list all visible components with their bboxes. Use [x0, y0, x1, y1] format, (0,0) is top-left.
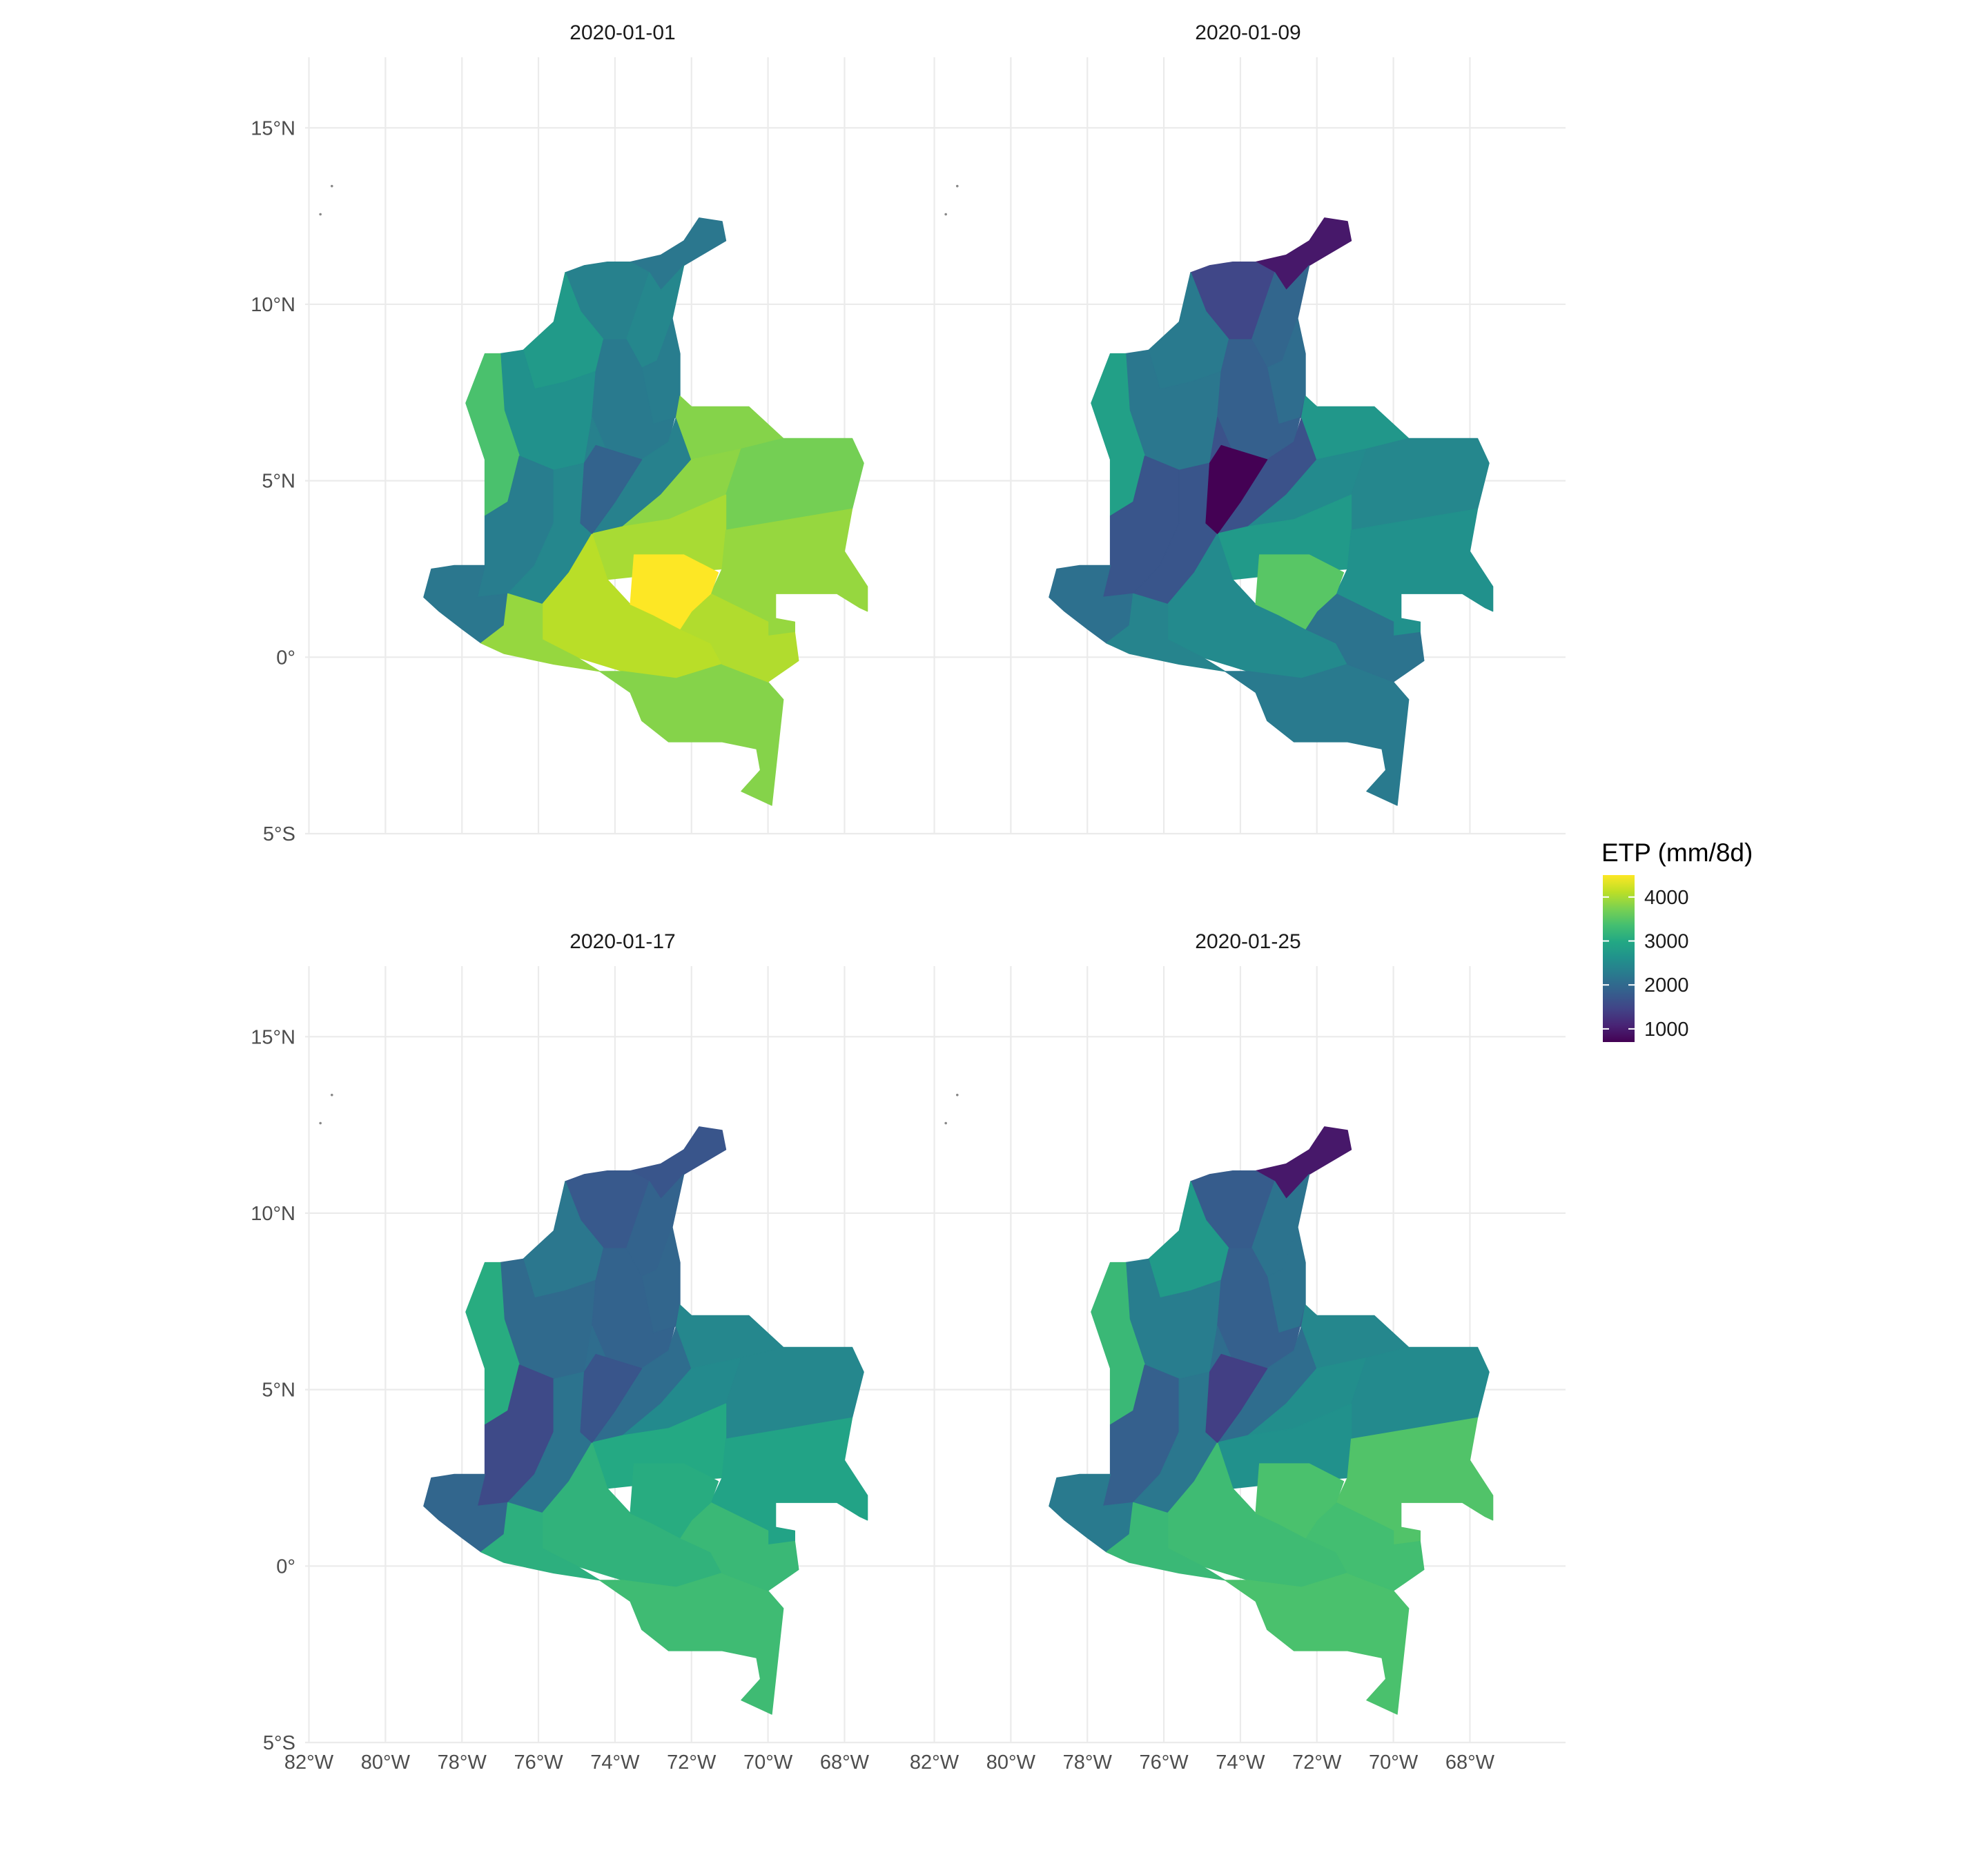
y-axis-labels: 15°N 10°N 5°N 0° 5°S 15°N 10°N 5°N 0° 5°S [251, 117, 295, 1754]
region-amazonas [1225, 663, 1410, 806]
colombia-map [423, 1126, 868, 1715]
island-dot [319, 213, 322, 216]
y-tick-label: 5°N [262, 1380, 295, 1402]
x-tick-label: 70°W [1369, 1751, 1419, 1774]
y-tick-label: 5°S [263, 823, 295, 845]
region-santander [592, 339, 681, 471]
map-panels: 2020-01-01 2020-01-09 2020-01-17 2020-01-25 [305, 21, 1566, 1744]
map-panel: 2020-01-09 [930, 21, 1566, 835]
y-tick-label: 15°N [251, 117, 295, 139]
x-tick-label: 72°W [667, 1751, 717, 1774]
legend-title: ETP (mm/8d) [1601, 838, 1753, 867]
panel-title: 2020-01-25 [1195, 930, 1300, 953]
island-dot [955, 1093, 959, 1097]
region-guaviare [630, 554, 719, 629]
colombia-map [1049, 217, 1494, 806]
legend-tick-label: 2000 [1644, 974, 1689, 997]
region-magdalena-valley [580, 444, 643, 534]
x-tick-label: 68°W [820, 1751, 870, 1774]
x-tick-label: 80°W [361, 1751, 411, 1774]
color-legend: ETP (mm/8d) 4000 3000 2000 1000 [1601, 838, 1753, 1042]
x-tick-label: 82°W [284, 1751, 334, 1774]
x-axis-labels: 82°W 80°W 78°W 76°W 74°W 72°W 70°W 68°W 82°W 80°W… [284, 1751, 1495, 1774]
panel-title: 2020-01-17 [569, 930, 675, 953]
region-putumayo [480, 1502, 601, 1581]
colombia-map [423, 217, 868, 806]
x-tick-label: 80°W [986, 1751, 1036, 1774]
y-tick-label: 10°N [251, 294, 295, 316]
y-tick-label: 5°S [263, 1732, 295, 1754]
x-tick-label: 78°W [1063, 1751, 1113, 1774]
y-tick-label: 15°N [251, 1026, 295, 1048]
island-dot [944, 1121, 947, 1125]
legend-tick-label: 3000 [1644, 931, 1689, 953]
region-santander [592, 1248, 681, 1380]
map-panel: 2020-01-17 [305, 930, 940, 1744]
x-tick-label: 76°W [514, 1751, 563, 1774]
region-amazonas [599, 663, 784, 806]
island-dot [955, 184, 959, 188]
legend-tick-label: 4000 [1644, 887, 1689, 909]
y-tick-label: 10°N [251, 1203, 295, 1225]
x-tick-label: 76°W [1139, 1751, 1189, 1774]
region-magdalena-valley [1205, 444, 1268, 534]
region-putumayo [480, 593, 601, 672]
x-tick-label: 74°W [1216, 1751, 1265, 1774]
region-guaviare [1255, 554, 1345, 629]
region-santander [1217, 339, 1306, 471]
legend-colorbar [1603, 875, 1635, 1042]
x-tick-label: 74°W [590, 1751, 640, 1774]
island-dot [319, 1121, 322, 1125]
x-tick-label: 82°W [910, 1751, 959, 1774]
island-dot [944, 213, 947, 216]
island-dot [330, 1093, 333, 1097]
x-tick-label: 72°W [1292, 1751, 1342, 1774]
y-tick-label: 0° [276, 1555, 295, 1578]
region-magdalena-valley [1205, 1353, 1268, 1443]
panel-title: 2020-01-01 [569, 21, 675, 44]
region-amazonas [599, 1572, 784, 1715]
colombia-map [1049, 1126, 1494, 1715]
region-putumayo [1106, 593, 1226, 672]
region-guaviare [1255, 1463, 1345, 1538]
map-panel: 2020-01-25 [930, 930, 1566, 1744]
region-guaviare [630, 1463, 719, 1538]
map-panel: 2020-01-01 [305, 21, 940, 835]
x-tick-label: 68°W [1445, 1751, 1495, 1774]
legend-tick-label: 1000 [1644, 1019, 1689, 1041]
panel-title: 2020-01-09 [1195, 21, 1300, 44]
region-santander [1217, 1248, 1306, 1380]
region-amazonas [1225, 1572, 1410, 1715]
y-tick-label: 0° [276, 647, 295, 669]
x-tick-label: 78°W [438, 1751, 487, 1774]
y-tick-label: 5°N [262, 471, 295, 493]
region-magdalena-valley [580, 1353, 643, 1443]
x-tick-label: 70°W [743, 1751, 793, 1774]
legend-ticks: 4000 3000 2000 1000 [1603, 887, 1689, 1041]
island-dot [330, 184, 333, 188]
region-putumayo [1106, 1502, 1226, 1581]
